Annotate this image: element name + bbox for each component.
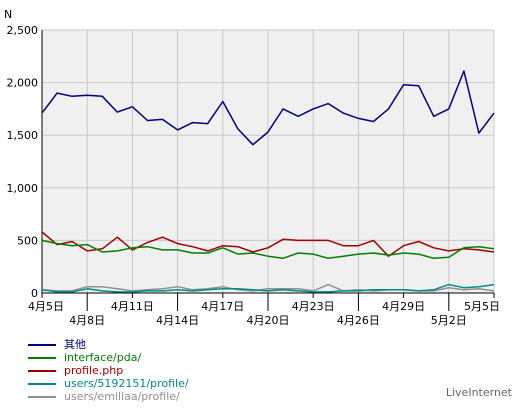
legend-item: users/emiliaa/profile/ — [28, 390, 189, 403]
x-tick-label: 5月2日 — [431, 314, 467, 327]
legend-item: 其他 — [28, 338, 189, 351]
legend-label: interface/pda/ — [64, 351, 142, 364]
x-tick-label: 4月11日 — [111, 300, 154, 313]
legend-item: users/5192151/profile/ — [28, 377, 189, 390]
series-line-1 — [41, 239, 495, 260]
legend-swatch — [28, 343, 56, 346]
legend-label: profile.php — [64, 364, 124, 377]
legend-item: interface/pda/ — [28, 351, 189, 364]
x-tick-label: 4月5日 — [28, 300, 64, 313]
y-tick-label: 500 — [17, 234, 38, 247]
x-tick-label: 5月5日 — [464, 300, 500, 313]
legend-label: users/5192151/profile/ — [64, 377, 189, 390]
legend-label: 其他 — [64, 338, 86, 351]
legend-swatch — [28, 395, 56, 398]
brand-label: LiveInternet — [445, 386, 512, 399]
y-tick-label: 0 — [31, 287, 38, 300]
y-axis-label: N — [4, 8, 12, 21]
series-line-0 — [41, 70, 495, 146]
x-tick-label: 4月20日 — [247, 314, 290, 327]
legend-swatch — [28, 356, 56, 359]
series-line-3 — [41, 283, 495, 293]
x-tick-label: 4月8日 — [69, 314, 105, 327]
y-tick-label: 2,000 — [7, 77, 39, 90]
legend-item: profile.php — [28, 364, 189, 377]
y-tick-label: 1,000 — [7, 182, 39, 195]
x-tick-label: 4月14日 — [156, 314, 199, 327]
x-tick-label: 4月29日 — [382, 300, 425, 313]
x-tick-label: 4月23日 — [292, 300, 335, 313]
legend-swatch — [28, 369, 56, 372]
y-tick-label: 2,500 — [7, 24, 39, 37]
x-tick-label: 4月17日 — [201, 300, 244, 313]
legend: 其他 interface/pda/profile.php users/5192151… — [28, 338, 189, 403]
y-tick-label: 1,500 — [7, 129, 39, 142]
legend-swatch — [28, 382, 56, 385]
series-line-2 — [41, 231, 495, 257]
legend-label: users/emiliaa/profile/ — [64, 390, 180, 403]
x-tick-label: 4月26日 — [337, 314, 380, 327]
